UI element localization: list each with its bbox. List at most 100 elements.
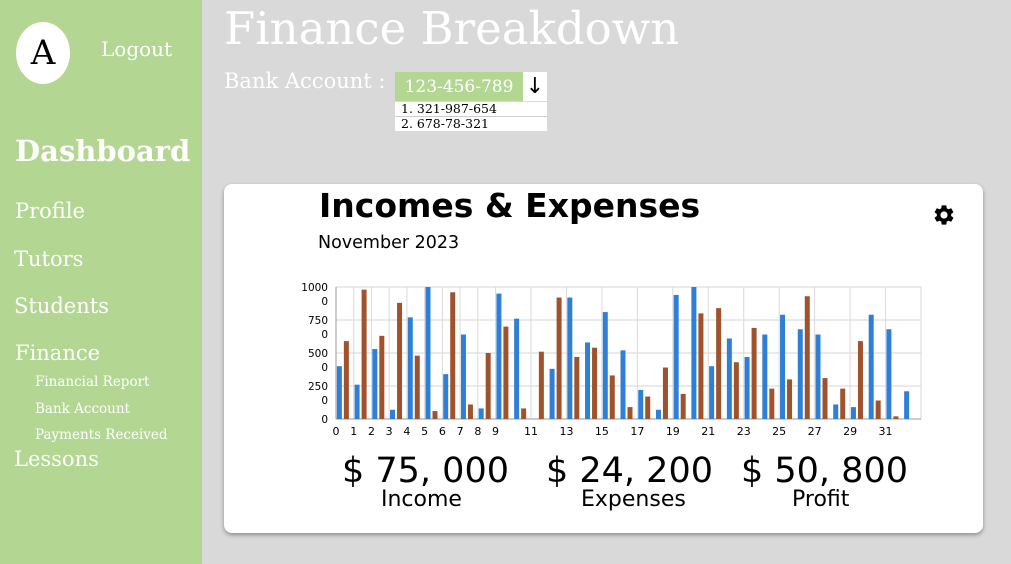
nav-finance[interactable]: Finance — [15, 341, 101, 365]
bar-series-2 — [787, 379, 793, 419]
x-tick-label: 13 — [559, 425, 573, 438]
y-tick-label: 1000 — [301, 282, 328, 294]
avatar[interactable]: A — [16, 22, 70, 84]
bar-series-2 — [450, 292, 456, 419]
bar-series-1 — [797, 329, 803, 419]
bar-series-1 — [425, 287, 431, 419]
bar-series-1 — [709, 366, 715, 419]
income-value: $ 75, 000 — [342, 451, 509, 491]
bank-account-option[interactable]: 2. 678-78-321 — [401, 116, 489, 131]
nav-students[interactable]: Students — [14, 294, 109, 318]
bar-series-2 — [538, 351, 544, 419]
expenses-label: Expenses — [581, 487, 686, 512]
bar-series-1 — [567, 297, 573, 419]
bar-series-1 — [886, 329, 892, 419]
bar-series-2 — [893, 416, 899, 419]
bar-series-2 — [840, 388, 846, 419]
bar-series-2 — [875, 400, 881, 419]
y-tick-label: 0 — [321, 296, 328, 308]
x-tick-label: 23 — [737, 425, 751, 438]
y-tick-label: 0 — [321, 395, 328, 407]
page-title: Finance Breakdown — [224, 2, 680, 55]
y-tick-label: 0 — [321, 414, 328, 426]
bar-series-1 — [655, 409, 661, 419]
x-tick-label: 3 — [386, 425, 393, 438]
card-title: Incomes & Expenses — [319, 186, 701, 225]
gear-icon[interactable] — [932, 203, 956, 227]
bar-series-1 — [460, 334, 466, 419]
bar-series-2 — [432, 411, 438, 419]
nav-bank-account[interactable]: Bank Account — [35, 401, 130, 417]
bar-series-1 — [850, 407, 856, 419]
bank-account-option[interactable]: 1. 321-987-654 — [395, 102, 547, 117]
bar-series-1 — [372, 349, 378, 419]
bank-account-select[interactable]: 123-456-789 — [395, 72, 523, 101]
income-label: Income — [381, 487, 462, 512]
bar-series-2 — [680, 393, 686, 419]
bar-series-1 — [478, 408, 484, 419]
bar-series-1 — [904, 391, 910, 419]
bar-series-2 — [609, 375, 615, 419]
bar-series-2 — [822, 378, 828, 419]
nav-lessons[interactable]: Lessons — [14, 447, 99, 471]
nav-dashboard[interactable]: Dashboard — [15, 134, 191, 168]
bar-series-1 — [602, 312, 608, 419]
x-tick-label: 25 — [772, 425, 786, 438]
y-tick-label: 750 — [308, 315, 328, 327]
bar-series-1 — [354, 384, 360, 419]
expenses-value: $ 24, 200 — [546, 451, 713, 491]
bar-series-1 — [496, 293, 502, 419]
bar-series-2 — [804, 296, 810, 419]
x-tick-label: 31 — [879, 425, 893, 438]
bar-series-2 — [521, 408, 527, 419]
bar-series-1 — [868, 314, 874, 419]
bar-series-2 — [751, 327, 757, 419]
bar-series-2 — [716, 308, 722, 419]
logout-link[interactable]: Logout — [101, 37, 173, 61]
y-tick-label: 250 — [308, 381, 328, 393]
bar-series-1 — [549, 368, 555, 419]
bar-series-2 — [467, 404, 473, 419]
bar-series-2 — [485, 353, 491, 419]
bar-series-1 — [390, 409, 396, 419]
bank-account-label: Bank Account : — [224, 69, 386, 93]
sidebar: A Logout Dashboard Profile Tutors Studen… — [0, 0, 202, 564]
bar-series-1 — [620, 350, 626, 419]
arrow-down-icon[interactable]: ↓ — [523, 72, 547, 101]
bar-series-1 — [780, 314, 786, 419]
bar-series-2 — [769, 388, 775, 419]
y-tick-label: 0 — [321, 362, 328, 374]
bar-series-2 — [857, 341, 863, 419]
bar-series-2 — [662, 367, 668, 419]
nav-payments-received[interactable]: Payments Received — [35, 427, 168, 443]
bar-series-1 — [815, 334, 821, 419]
bar-series-1 — [585, 342, 591, 419]
x-tick-label: 9 — [492, 425, 499, 438]
bar-series-2 — [733, 362, 739, 419]
bar-series-2 — [698, 313, 704, 419]
nav-tutors[interactable]: Tutors — [14, 247, 84, 271]
bar-series-1 — [514, 318, 520, 419]
y-tick-label: 500 — [308, 348, 328, 360]
nav-profile[interactable]: Profile — [15, 199, 85, 223]
x-tick-label: 1 — [350, 425, 357, 438]
bar-series-1 — [726, 338, 732, 419]
bar-series-1 — [407, 317, 413, 419]
x-tick-label: 2 — [368, 425, 375, 438]
x-tick-label: 8 — [474, 425, 481, 438]
bar-series-2 — [645, 396, 651, 419]
x-tick-label: 4 — [403, 425, 410, 438]
x-tick-label: 0 — [333, 425, 340, 438]
bar-series-2 — [379, 335, 385, 419]
profit-label: Profit — [792, 487, 850, 512]
x-tick-label: 15 — [595, 425, 609, 438]
x-tick-label: 17 — [630, 425, 644, 438]
bar-series-1 — [762, 334, 768, 419]
bar-series-1 — [691, 287, 697, 419]
card-subtitle: November 2023 — [318, 233, 460, 253]
nav-financial-report[interactable]: Financial Report — [35, 374, 150, 390]
bar-series-1 — [336, 366, 342, 419]
bar-series-2 — [556, 297, 562, 419]
bar-series-2 — [503, 326, 509, 419]
